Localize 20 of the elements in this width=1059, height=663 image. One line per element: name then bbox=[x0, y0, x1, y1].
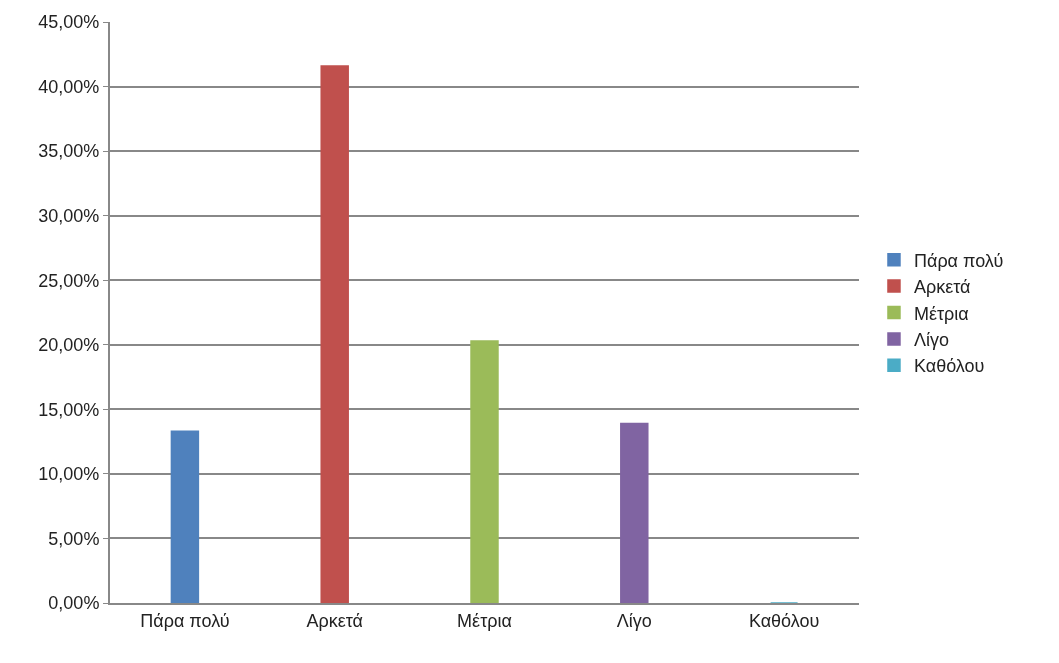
legend-label: Μέτρια bbox=[913, 303, 969, 324]
y-tick-label: 5,00% bbox=[48, 528, 100, 549]
y-tick-label: 20,00% bbox=[38, 335, 100, 356]
x-tick-label: Μέτρια bbox=[457, 610, 512, 631]
legend-label: Καθόλου bbox=[913, 356, 985, 377]
y-tick-label: 25,00% bbox=[38, 270, 100, 291]
x-tick-label: Αρκετά bbox=[306, 610, 363, 631]
legend-label: Αρκετά bbox=[913, 277, 971, 298]
y-tick-label: 15,00% bbox=[38, 399, 100, 420]
y-tick-label: 40,00% bbox=[38, 76, 100, 97]
legend-label: Πάρα πολύ bbox=[913, 250, 1004, 271]
y-tick-label: 35,00% bbox=[38, 141, 100, 162]
x-tick-label: Πάρα πολύ bbox=[140, 610, 230, 631]
y-tick-label: 45,00% bbox=[38, 12, 100, 33]
y-tick-label: 0,00% bbox=[48, 593, 100, 614]
x-tick-label: Καθόλου bbox=[748, 610, 820, 631]
y-tick-label: 10,00% bbox=[38, 464, 100, 485]
y-tick-label: 30,00% bbox=[38, 205, 100, 226]
x-tick-label: Λίγο bbox=[616, 610, 652, 631]
legend-label: Λίγο bbox=[913, 329, 950, 350]
